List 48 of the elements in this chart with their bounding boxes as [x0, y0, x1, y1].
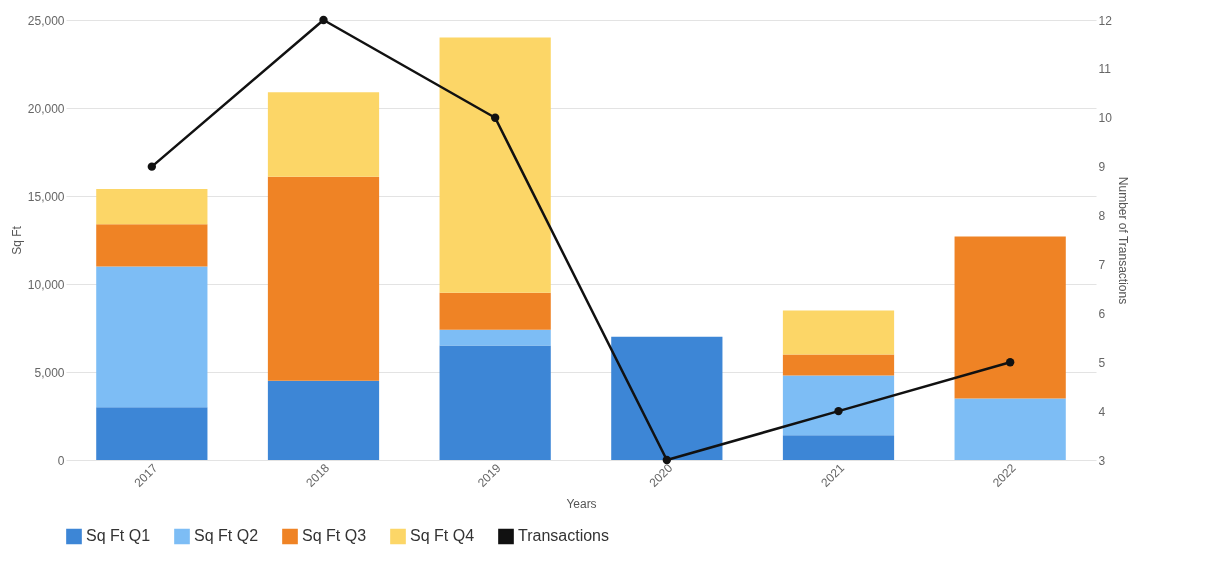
legend-label: Transactions: [518, 527, 609, 545]
y2-tick-label: 3: [1098, 453, 1106, 468]
y2-tick-label: 9: [1098, 160, 1106, 175]
bar: [782, 435, 895, 460]
y-tick-label: 10,000: [27, 277, 65, 292]
bar: [439, 345, 551, 460]
bar: [96, 266, 208, 408]
point: [147, 162, 157, 171]
bar: [439, 292, 551, 330]
legend-label: Sq Ft Q1: [86, 527, 151, 545]
bar: [611, 336, 723, 460]
x-axis-title: Years: [566, 497, 597, 512]
bar: [96, 188, 208, 225]
bar: [954, 236, 1066, 399]
y2-tick-label: 11: [1098, 62, 1112, 77]
y2-tick-label: 7: [1098, 257, 1106, 272]
y-tick-label: 20,000: [27, 101, 65, 116]
y2-tick-label: 12: [1098, 13, 1113, 28]
y2-axis-title: Number of Transactions: [1115, 176, 1130, 305]
legend-label: Sq Ft Q2: [194, 527, 259, 545]
legend-label: Sq Ft Q3: [302, 527, 367, 545]
point: [834, 406, 843, 416]
bar: [439, 37, 551, 293]
y-tick-label: 15,000: [27, 189, 65, 204]
y2-tick-label: 8: [1098, 209, 1106, 224]
y2-tick-label: 6: [1098, 306, 1106, 321]
y2-tick-label: 5: [1098, 355, 1106, 370]
bar: [267, 380, 380, 460]
bar: [954, 398, 1066, 460]
y-axis-title: Sq Ft: [9, 225, 24, 255]
bar: [782, 375, 895, 436]
point: [490, 113, 500, 122]
legend-label: Sq Ft Q4: [410, 527, 475, 545]
y-tick-label: 0: [57, 453, 65, 468]
bar: [96, 407, 208, 460]
point: [662, 455, 672, 465]
bar: [782, 354, 895, 376]
bar: [96, 224, 208, 267]
bar: [439, 329, 551, 346]
point: [319, 15, 328, 25]
y-tick-label: 25,000: [27, 13, 65, 28]
y-tick-label: 5,000: [34, 365, 65, 380]
y2-tick-label: 10: [1098, 111, 1113, 126]
y2-tick-label: 4: [1098, 404, 1106, 419]
point: [1005, 358, 1015, 367]
bar: [267, 92, 380, 177]
bar: [782, 310, 895, 355]
bar: [267, 176, 380, 381]
